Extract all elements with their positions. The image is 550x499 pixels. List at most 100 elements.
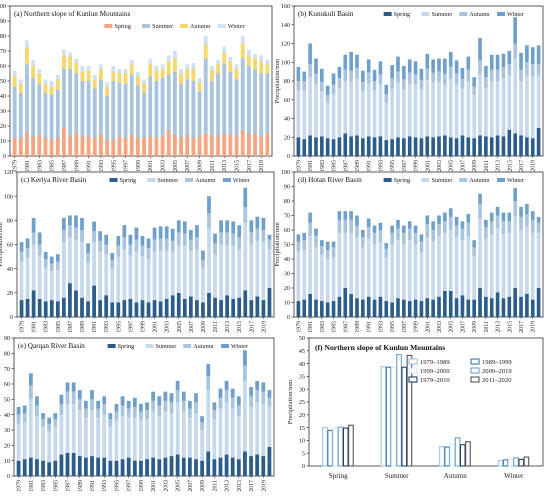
bar-segment — [460, 228, 465, 241]
bar-segment — [116, 302, 121, 317]
bar-segment — [126, 417, 131, 458]
bar-segment — [466, 222, 471, 236]
bar-segment — [343, 69, 348, 81]
bar-segment — [519, 52, 523, 70]
bar-segment — [255, 402, 260, 455]
bar-segment — [47, 431, 52, 463]
bar-segment — [413, 244, 418, 300]
bar-segment — [197, 91, 202, 137]
bar-segment — [146, 248, 151, 259]
bar-segment — [472, 240, 476, 248]
bar-segment — [501, 298, 506, 317]
bar-segment — [224, 454, 229, 476]
bar-segment — [43, 138, 48, 156]
bar-segment — [390, 78, 394, 89]
bar-segment — [384, 84, 389, 95]
y-axis-label: Precipitation/mm — [0, 222, 4, 266]
bar-segment — [536, 216, 541, 223]
x-tick-label: 2013 — [225, 321, 231, 333]
y-tick-label: 50 — [299, 335, 305, 342]
bar-segment — [123, 69, 128, 74]
bar-segment — [460, 79, 465, 89]
bar-segment — [176, 220, 181, 233]
bar-segment — [234, 64, 239, 69]
bar-segment — [77, 399, 82, 411]
bar-segment — [396, 298, 400, 317]
x-tick-label: 1983 — [41, 480, 47, 492]
bar-segment — [114, 420, 119, 461]
bar-segment — [160, 69, 165, 78]
bar-segment — [25, 40, 29, 48]
bar-segment — [77, 456, 82, 476]
bar-segment — [197, 82, 202, 92]
bar-segment — [460, 221, 465, 229]
x-tick-label: 2001 — [151, 480, 157, 492]
x-tick-label: 1999 — [414, 321, 420, 333]
y-tick-label: 90 — [4, 335, 10, 342]
bar-segment — [249, 244, 254, 301]
bar-segment — [86, 81, 91, 137]
bar-segment — [31, 136, 36, 156]
bar — [513, 457, 519, 467]
bar — [449, 443, 456, 467]
bar-segment — [209, 70, 214, 81]
bar-segment — [325, 302, 330, 317]
bar-segment — [507, 129, 512, 156]
bar-segment — [308, 43, 312, 65]
bar-segment — [419, 241, 424, 252]
bar-segment — [197, 136, 202, 156]
bar-segment — [212, 410, 217, 420]
x-tick-label: 2005 — [449, 160, 455, 172]
bar-segment — [413, 232, 418, 245]
bar-segment — [240, 36, 245, 44]
bar-segment — [74, 290, 78, 317]
bar-segment — [302, 299, 307, 317]
bar-segment — [530, 211, 535, 220]
legend-swatch — [147, 178, 156, 182]
bar-segment — [96, 408, 101, 418]
bar-segment — [43, 251, 48, 259]
bar — [385, 366, 392, 467]
bar — [348, 424, 354, 467]
bar-segment — [120, 459, 125, 476]
bar-segment — [454, 216, 459, 226]
bar-segment — [230, 388, 235, 398]
bar-segment — [25, 64, 29, 132]
bar-segment — [152, 251, 157, 301]
legend-swatch — [383, 12, 392, 16]
bar-segment — [134, 302, 139, 317]
bar-segment — [92, 231, 96, 243]
bar-segment — [18, 79, 23, 84]
bar-segment — [120, 405, 125, 417]
x-tick-label: 1989 — [78, 480, 84, 492]
bar-segment — [49, 139, 54, 156]
bar-segment — [99, 135, 103, 156]
bar-segment — [55, 138, 60, 156]
bar-segment — [478, 203, 482, 219]
bar-segment — [212, 419, 217, 460]
y-tick-label: 35 — [299, 374, 305, 381]
bar — [401, 366, 408, 467]
legend-label: Autumn — [469, 11, 489, 18]
bar-segment — [519, 69, 523, 81]
legend-swatch — [222, 178, 231, 182]
bar-segment — [267, 407, 272, 447]
bar-segment — [49, 263, 54, 272]
bar-segment — [191, 63, 196, 69]
bar-segment — [43, 93, 48, 138]
bar-segment — [525, 214, 529, 228]
bar-segment — [259, 61, 264, 74]
x-tick-label: Autumn — [444, 472, 467, 480]
bar-segment — [116, 236, 121, 246]
bar-segment — [337, 66, 342, 79]
x-tick-label: 2003 — [161, 160, 167, 172]
bar-segment — [128, 255, 133, 299]
bar-segment — [59, 403, 64, 415]
bar-segment — [18, 93, 23, 138]
bar-segment — [231, 245, 236, 299]
bar-segment — [166, 61, 171, 75]
bar-segment — [314, 228, 318, 236]
bar-segment — [230, 457, 235, 476]
bar-segment — [237, 225, 242, 238]
legend-label: Autumn — [469, 177, 489, 184]
